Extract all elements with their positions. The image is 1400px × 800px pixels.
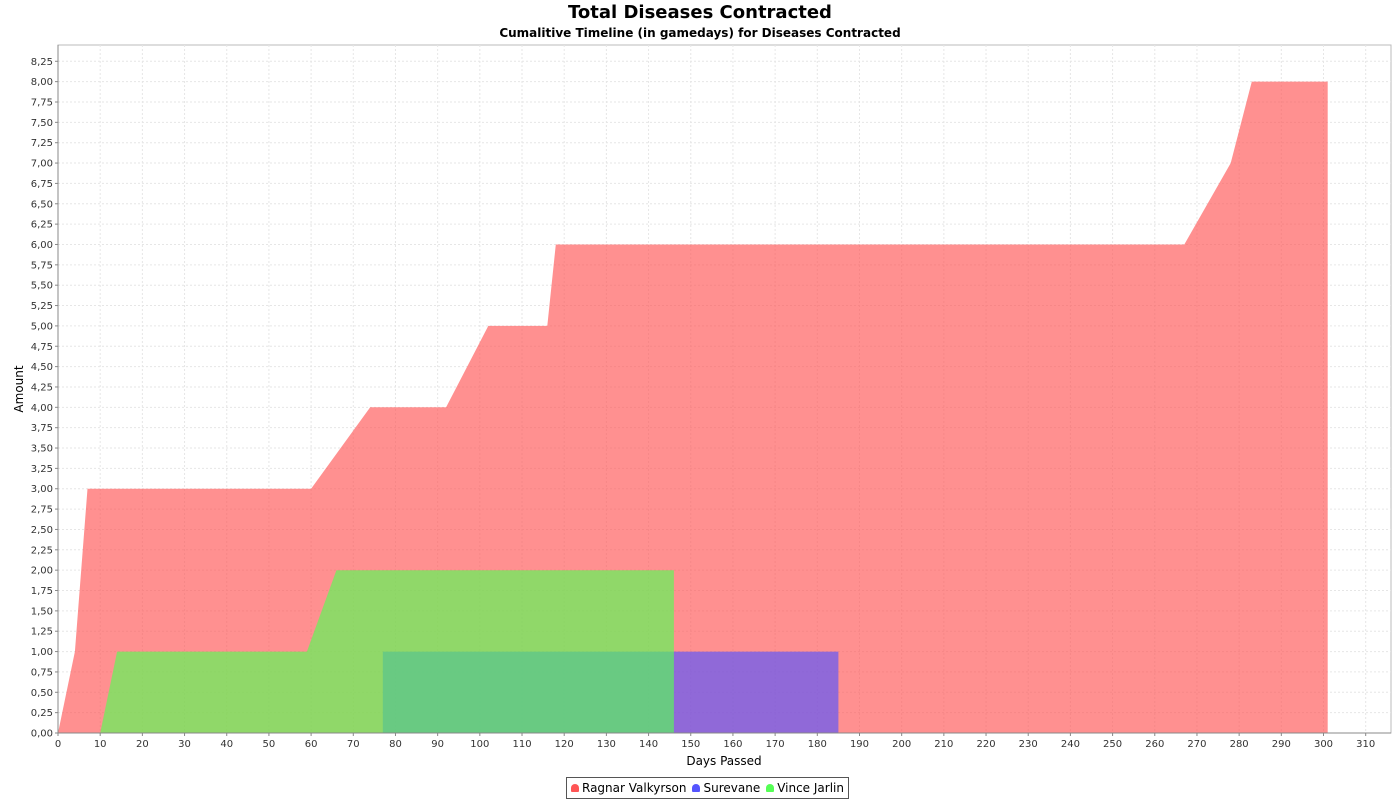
y-tick-label: 0,25: [31, 708, 53, 719]
x-tick-label: 0: [55, 739, 61, 750]
x-tick-label: 130: [597, 739, 616, 750]
y-tick-label: 4,50: [31, 362, 53, 373]
x-tick-label: 210: [934, 739, 953, 750]
y-tick-label: 5,00: [31, 321, 53, 332]
x-tick-label: 200: [892, 739, 911, 750]
x-tick-label: 290: [1272, 739, 1291, 750]
y-tick-label: 4,25: [31, 382, 53, 393]
y-tick-label: 7,25: [31, 138, 53, 149]
x-axis-label: Days Passed: [686, 754, 761, 768]
y-tick-label: 5,50: [31, 281, 53, 292]
x-tick-label: 180: [808, 739, 827, 750]
x-tick-label: 110: [512, 739, 531, 750]
x-tick-label: 20: [136, 739, 149, 750]
legend-label: Surevane: [703, 781, 761, 795]
y-tick-label: 6,75: [31, 179, 53, 190]
y-axis-label: Amount: [12, 365, 26, 412]
y-tick-label: 8,25: [31, 57, 53, 68]
y-tick-label: 5,75: [31, 260, 53, 271]
chart-title: Total Diseases Contracted: [568, 2, 832, 23]
y-tick-label: 0,00: [31, 729, 53, 740]
x-tick-label: 270: [1187, 739, 1206, 750]
x-tick-label: 190: [850, 739, 869, 750]
x-tick-label: 30: [178, 739, 191, 750]
x-tick-label: 140: [639, 739, 658, 750]
y-tick-label: 7,75: [31, 97, 53, 108]
legend: Ragnar Valkyrson Surevane Vince Jarlin: [566, 777, 849, 799]
x-tick-label: 310: [1356, 739, 1375, 750]
x-tick-label: 280: [1230, 739, 1249, 750]
chart-subtitle: Cumalitive Timeline (in gamedays) for Di…: [499, 26, 901, 40]
x-tick-label: 220: [976, 739, 995, 750]
y-tick-label: 8,00: [31, 77, 53, 88]
y-tick-label: 3,00: [31, 484, 53, 495]
legend-item-surevane: Surevane: [692, 781, 760, 795]
legend-swatch: [571, 784, 579, 792]
y-tick-label: 3,50: [31, 444, 53, 455]
y-tick-label: 6,00: [31, 240, 53, 251]
x-tick-label: 160: [723, 739, 742, 750]
y-tick-label: 7,00: [31, 159, 53, 170]
x-tick-label: 10: [94, 739, 107, 750]
x-tick-label: 100: [470, 739, 489, 750]
y-tick-label: 1,50: [31, 606, 53, 617]
axes: 0 10 20 30 40 50 60 70 80 90 100 110 120 130 140 150 160…: [31, 45, 1391, 750]
x-tick-label: 70: [347, 739, 360, 750]
legend-label: Vince Jarlin: [777, 781, 844, 795]
series-areas: [58, 81, 1328, 734]
x-tick-label: 40: [220, 739, 233, 750]
x-tick-label: 80: [389, 739, 402, 750]
y-tick-label: 4,00: [31, 403, 53, 414]
x-tick-label: 120: [555, 739, 574, 750]
y-tick-label: 6,25: [31, 220, 53, 231]
y-tick-label: 4,75: [31, 342, 53, 353]
area-vince-jarlin: [100, 570, 674, 733]
y-tick-label: 2,75: [31, 505, 53, 516]
x-tick-label: 90: [431, 739, 444, 750]
x-tick-label: 230: [1019, 739, 1038, 750]
x-tick-label: 240: [1061, 739, 1080, 750]
legend-item-vince-jarlin: Vince Jarlin: [766, 781, 844, 795]
y-tick-label: 0,75: [31, 667, 53, 678]
y-tick-label: 2,50: [31, 525, 53, 536]
y-tick-label: 1,75: [31, 586, 53, 597]
legend-item-ragnar-valkyrson: Ragnar Valkyrson: [571, 781, 686, 795]
legend-swatch: [766, 784, 775, 792]
y-tick-label: 6,50: [31, 199, 53, 210]
x-tick-label: 170: [766, 739, 785, 750]
y-tick-label: 7,50: [31, 118, 53, 129]
x-tick-label: 50: [263, 739, 276, 750]
y-tick-label: 3,75: [31, 423, 53, 434]
x-tick-label: 150: [681, 739, 700, 750]
x-tick-label: 300: [1314, 739, 1333, 750]
x-tick-label: 260: [1145, 739, 1164, 750]
legend-label: Ragnar Valkyrson: [582, 781, 687, 795]
x-tick-label: 60: [305, 739, 318, 750]
y-tick-label: 0,50: [31, 688, 53, 699]
y-tick-label: 5,25: [31, 301, 53, 312]
x-tick-label: 250: [1103, 739, 1122, 750]
area-ragnar-valkyrson: [58, 81, 1328, 734]
legend-swatch: [692, 784, 701, 792]
y-tick-label: 2,25: [31, 545, 53, 556]
y-tick-label: 2,00: [31, 566, 53, 577]
y-tick-label: 1,00: [31, 647, 53, 658]
y-tick-label: 1,25: [31, 627, 53, 638]
y-tick-label: 3,25: [31, 464, 53, 475]
